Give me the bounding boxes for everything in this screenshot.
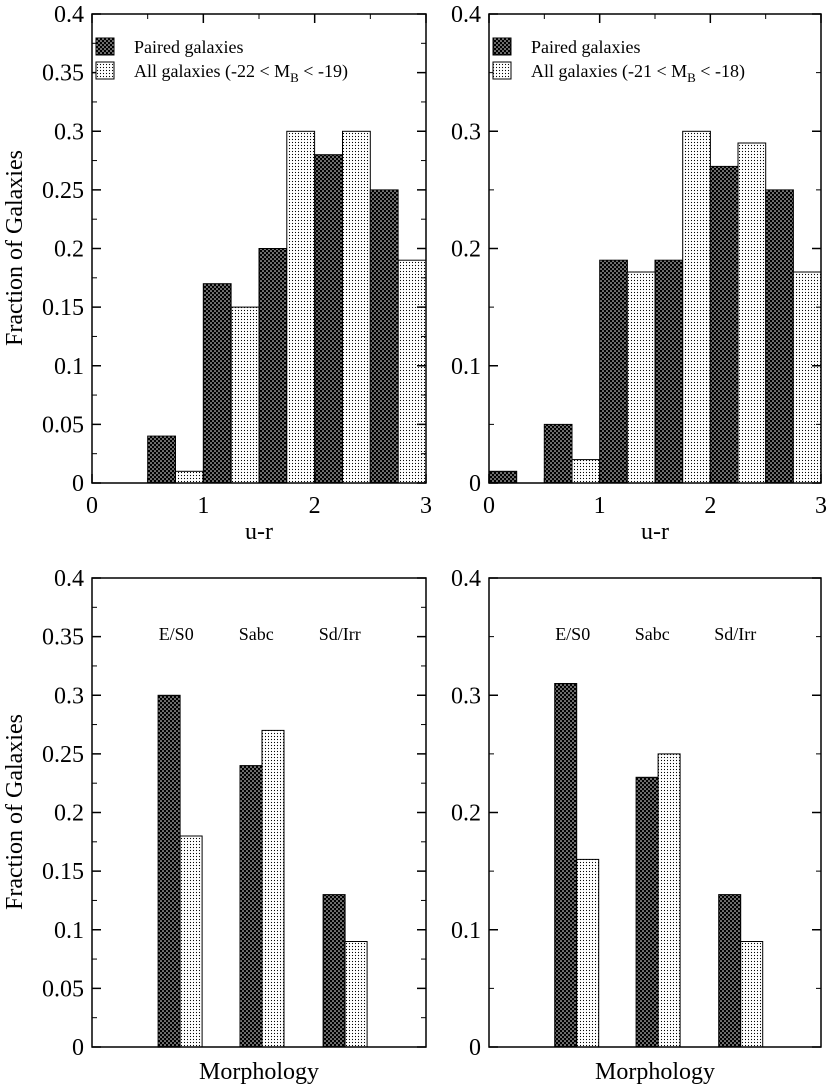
bar-paired-bin-4 — [314, 154, 344, 484]
y-tick-label: 0.4 — [451, 2, 481, 28]
bar-paired-sdirr — [322, 894, 346, 1048]
y-tick-label: 0.25 — [42, 742, 84, 768]
bar-all-bin-3 — [286, 130, 316, 484]
bar-paired-bin-3 — [654, 259, 684, 484]
category-label: E/S0 — [159, 624, 194, 644]
bar-paired-sdirr — [718, 894, 742, 1048]
bar-paired-bin-5 — [369, 189, 399, 484]
y-tick-label: 0.3 — [54, 119, 84, 145]
x-tick-label: 0 — [483, 493, 495, 519]
bar-paired-bin-1 — [147, 435, 176, 484]
bar-all-sabc — [657, 753, 681, 1048]
bar-paired-es0 — [554, 683, 578, 1048]
y-tick-label: 0.05 — [42, 412, 84, 438]
bar-all-sabc — [261, 729, 285, 1048]
y-tick-label: 0.2 — [54, 801, 84, 827]
legend-swatch-paired — [95, 37, 115, 56]
bar-all-bin-5 — [397, 259, 427, 484]
y-tick-label: 0.15 — [42, 295, 84, 321]
bar-all-bin-2 — [230, 306, 260, 484]
bar-all-sdirr — [740, 941, 764, 1048]
bar-all-bin-5 — [792, 271, 822, 484]
bar-all-bin-1 — [571, 459, 601, 484]
chart-panel-top-right: 0 0.1 0.2 0.3 0.4 0 1 2 3 u-r Paired galaxies All g… — [451, 2, 827, 545]
bar-all-bin-1 — [175, 470, 204, 484]
x-tick-label: 1 — [594, 493, 606, 519]
bar-paired-bin-3 — [258, 248, 288, 484]
category-label: E/S0 — [555, 624, 590, 644]
category-label: Sabc — [635, 624, 670, 644]
chart-panel-top-left: 0 0.05 0.1 0.15 0.2 0.25 0.3 0.35 0.4 0 1 2 3 u-r Pair… — [42, 2, 432, 545]
y-tick-label: 0.2 — [451, 801, 481, 827]
bar-paired-bin-5 — [765, 189, 794, 484]
bar-paired-sabc — [239, 765, 263, 1048]
chart-panel-bottom-right: E/S0 Sabc Sd/Irr 0 0.1 0.2 0.3 0.4 Morphology — [451, 566, 822, 1085]
bar-paired-bin-2 — [202, 283, 232, 484]
x-tick-label: 3 — [420, 493, 432, 519]
y-tick-label: 0.1 — [451, 354, 481, 380]
y-tick-label: 0.35 — [42, 61, 84, 87]
legend-swatch-paired — [492, 37, 512, 56]
y-tick-label: 0.2 — [54, 237, 84, 263]
bar-all-bin-4 — [737, 142, 767, 484]
y-axis-label-bottom: Fraction of Galaxies — [2, 714, 28, 910]
x-tick-label: 2 — [704, 493, 716, 519]
bar-all-es0 — [179, 835, 203, 1048]
y-tick-label: 0.3 — [451, 683, 481, 709]
legend-label-all: All galaxies (-21 < MB < -18) — [531, 61, 745, 85]
y-tick-label: 0.2 — [451, 237, 481, 263]
x-axis-label: u-r — [245, 519, 273, 545]
y-tick-label: 0 — [469, 1035, 481, 1061]
y-axis-label-top: Fraction of Galaxies — [2, 150, 28, 346]
y-tick-label: 0.4 — [54, 566, 84, 592]
bar-paired-es0 — [157, 694, 181, 1048]
y-tick-label: 0.05 — [42, 976, 84, 1002]
bar-all-bin-4 — [342, 130, 371, 484]
legend-label-paired: Paired galaxies — [134, 37, 243, 57]
chart-panel-bottom-left: E/S0 Sabc Sd/Irr 0 0.05 0.1 0.15 0.2 0.25 0.3 0.35… — [42, 566, 427, 1085]
legend-label-paired: Paired galaxies — [531, 37, 640, 57]
bar-paired-bin-1 — [543, 423, 573, 484]
legend-label-all: All galaxies (-22 < MB < -19) — [134, 61, 348, 85]
y-tick-label: 0.25 — [42, 178, 84, 204]
y-tick-label: 0 — [72, 1035, 84, 1061]
y-tick-label: 0.1 — [54, 918, 84, 944]
x-axis-label: Morphology — [595, 1059, 715, 1085]
category-label: Sd/Irr — [319, 624, 361, 644]
bar-paired-sabc — [635, 776, 659, 1048]
y-tick-label: 0.4 — [54, 2, 84, 28]
bar-paired-bin-0 — [488, 470, 518, 484]
y-tick-label: 0.1 — [54, 354, 84, 380]
y-tick-label: 0 — [72, 471, 84, 497]
x-tick-label: 3 — [815, 493, 827, 519]
x-tick-label: 1 — [197, 493, 209, 519]
legend-swatch-all — [95, 61, 115, 80]
y-tick-label: 0.4 — [451, 566, 481, 592]
x-tick-label: 2 — [309, 493, 321, 519]
y-tick-label: 0.15 — [42, 859, 84, 885]
y-tick-label: 0.3 — [54, 683, 84, 709]
y-tick-label: 0 — [469, 471, 481, 497]
legend-swatch-all — [492, 61, 512, 80]
category-label: Sd/Irr — [714, 624, 756, 644]
y-tick-label: 0.35 — [42, 625, 84, 651]
x-tick-label: 0 — [86, 493, 98, 519]
bar-all-sdirr — [344, 941, 368, 1048]
bar-all-bin-3 — [682, 130, 711, 484]
bar-paired-bin-2 — [599, 259, 628, 484]
x-axis-label: u-r — [641, 519, 669, 545]
bar-all-bin-2 — [626, 271, 656, 484]
x-axis-label: Morphology — [199, 1059, 319, 1085]
bar-all-es0 — [576, 858, 600, 1048]
bar-paired-bin-4 — [709, 165, 739, 484]
category-label: Sabc — [239, 624, 274, 644]
y-tick-label: 0.1 — [451, 918, 481, 944]
y-tick-label: 0.3 — [451, 119, 481, 145]
